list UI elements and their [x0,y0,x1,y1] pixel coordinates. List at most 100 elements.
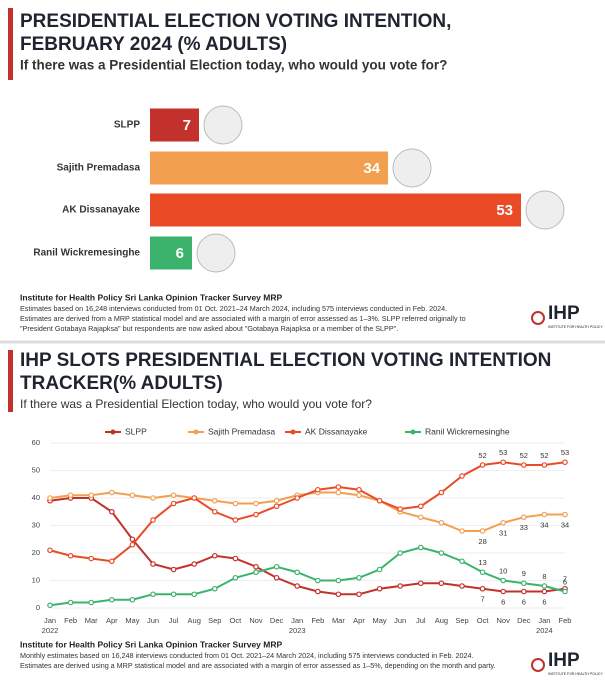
bar [150,236,192,270]
note: Estimates are derived from a MRP statist… [20,314,466,323]
x-tick-part: Mar [85,616,98,625]
x-tick-part: Nov [497,616,511,625]
point [520,580,527,587]
point [541,583,548,589]
point [417,514,424,521]
point [109,489,115,496]
x-tick-part: Dec [270,616,284,625]
point [47,602,53,609]
legend-label: SLPP [125,426,147,436]
x-tick-label: Jul [416,616,426,625]
x-tick-part: Aug [435,616,448,625]
value-label: 7 [183,117,191,134]
point [520,514,527,521]
x-tick-label: Dec [517,616,531,625]
x-tick-label: Mar [332,616,345,625]
series-line [49,461,566,563]
data-label: 9 [522,569,526,578]
series-line [49,546,566,607]
x-tick-label: Jan 2024 [536,616,553,635]
point [500,459,507,466]
chart-title: FEBRUARY 2024 (% ADULTS) [20,34,287,55]
series-line [49,497,566,596]
point [232,517,239,523]
point [170,566,177,573]
y-tick-label: 0 [36,603,40,612]
legend-marker [290,429,296,435]
x-tick-label: Feb [64,616,77,625]
point [129,492,136,499]
data-label: 52 [478,451,486,460]
accent-bar [8,8,13,80]
x-tick-part: Dec [517,616,531,625]
x-tick-part: Mar [332,616,345,625]
x-tick-part: Aug [188,616,201,625]
x-tick-part: Jan [291,616,303,625]
point [253,569,259,576]
data-label: 52 [540,451,548,460]
point [459,558,465,565]
point [253,500,259,507]
x-tick-label: Feb [559,616,572,625]
point [397,583,404,589]
point [67,599,74,606]
data-label: 28 [478,537,486,546]
source: Institute for Health Policy Sri Lanka Op… [20,292,282,302]
y-tick-label: 40 [32,493,40,502]
note: Estimates based on 16,248 interviews con… [20,304,447,313]
data-label: 6 [563,577,567,586]
logo-icon [531,311,545,325]
x-tick-part: Nov [249,616,263,625]
y-tick-label: 20 [32,548,40,557]
point [335,577,342,584]
x-tick-part: Jun [147,616,159,625]
value-label: 6 [176,245,184,262]
point [273,563,280,570]
x-tick-part: Jul [169,616,179,625]
point [109,596,115,603]
point [88,492,95,499]
x-tick-label: Apr [353,616,365,625]
point [541,511,548,518]
point [273,574,280,581]
source: Institute for Health Policy Sri Lanka Op… [20,639,282,649]
point [356,492,362,499]
point [294,495,301,501]
point [438,550,445,556]
data-label: 7 [563,575,567,584]
legend-marker [410,429,416,435]
x-tick-part: Apr [106,616,118,625]
value-label: 34 [363,160,380,177]
point [150,591,156,598]
legend-label: AK Dissanayake [305,426,368,436]
x-tick-part: 2022 [42,626,59,635]
x-tick-label: Sep [208,616,221,625]
x-tick-label: May [373,616,387,625]
point [541,462,548,468]
logo-icon [531,658,545,672]
point [88,555,95,562]
point [109,508,115,515]
point [500,588,507,595]
point [67,492,74,499]
point [562,588,568,595]
point [273,503,280,510]
x-tick-part: Jun [394,616,406,625]
x-tick-part: Jan [44,616,56,625]
portrait [203,105,243,145]
point [212,508,218,515]
portrait [525,190,565,230]
point [397,550,404,556]
point [47,547,53,554]
point [191,591,198,598]
x-tick-label: Oct [477,616,490,625]
x-tick-part: 2023 [289,626,306,635]
point [520,462,527,468]
point [109,558,115,565]
point [335,489,342,496]
point [520,588,527,595]
point [500,519,507,526]
chart-title: PRESIDENTIAL ELECTION VOTING INTENTION, [20,11,451,32]
point [459,473,465,479]
